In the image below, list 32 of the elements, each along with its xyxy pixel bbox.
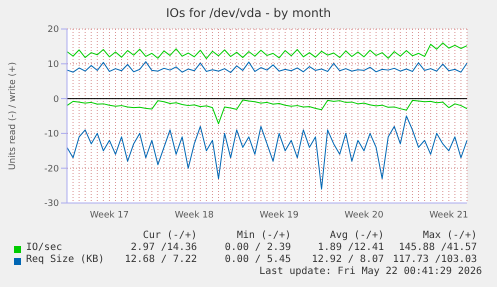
text: Min (-/+) bbox=[236, 230, 291, 241]
text: Cur (-/+) bbox=[142, 230, 197, 241]
text: 0.00 / 2.39 bbox=[224, 242, 291, 253]
y-axis-title: Units read (-) / write (+) bbox=[8, 62, 18, 170]
legend-label: IO/sec bbox=[26, 242, 62, 253]
line-series bbox=[66, 42, 468, 60]
chart-title: IOs for /dev/vda - by month bbox=[164, 6, 332, 20]
text: 145.88 /41.57 bbox=[398, 242, 477, 253]
y-tick-label: -10 bbox=[44, 130, 60, 140]
text: 12.68 / 7.22 bbox=[124, 254, 197, 265]
line-series bbox=[66, 99, 468, 124]
legend-label: Req Size (KB) bbox=[26, 254, 104, 265]
x-tick-label: Week 19 bbox=[260, 210, 299, 220]
text: 2.97 /14.36 bbox=[130, 242, 197, 253]
x-tick-label: Week 18 bbox=[174, 210, 214, 220]
x-tick-label: Week 17 bbox=[90, 210, 129, 220]
y-tick-label: -30 bbox=[44, 199, 60, 210]
x-tick-label: Week 20 bbox=[344, 210, 384, 220]
y-tick-label: 20 bbox=[48, 25, 60, 36]
y-tick-label: 0 bbox=[53, 94, 60, 105]
text: 1.89 /12.41 bbox=[318, 242, 384, 253]
line-series bbox=[66, 61, 468, 73]
y-tick-label: -20 bbox=[44, 164, 60, 174]
x-tick-label: Week 21 bbox=[429, 210, 468, 220]
text: 0.00 / 5.45 bbox=[224, 254, 291, 265]
text: Max (-/+) bbox=[422, 230, 477, 241]
line-series bbox=[66, 116, 468, 190]
text: 117.73 /103.03 bbox=[392, 254, 477, 265]
text: Last update: Fri May 22 00:41:29 2026 bbox=[258, 266, 482, 277]
text: 12.92 / 8.07 bbox=[312, 254, 384, 265]
text: Avg (-/+) bbox=[330, 230, 384, 241]
y-tick-label: 10 bbox=[48, 60, 60, 70]
